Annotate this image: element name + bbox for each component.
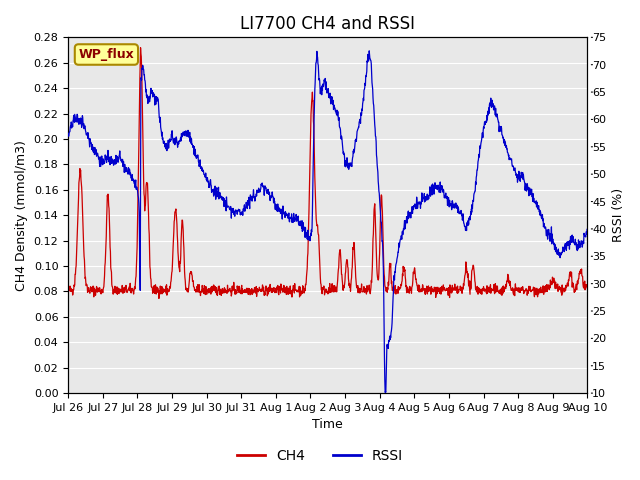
Text: WP_flux: WP_flux: [79, 48, 134, 61]
Legend: CH4, RSSI: CH4, RSSI: [232, 443, 408, 468]
Y-axis label: CH4 Density (mmol/m3): CH4 Density (mmol/m3): [15, 140, 28, 291]
Y-axis label: RSSI (%): RSSI (%): [612, 188, 625, 242]
X-axis label: Time: Time: [312, 419, 343, 432]
Title: LI7700 CH4 and RSSI: LI7700 CH4 and RSSI: [240, 15, 415, 33]
